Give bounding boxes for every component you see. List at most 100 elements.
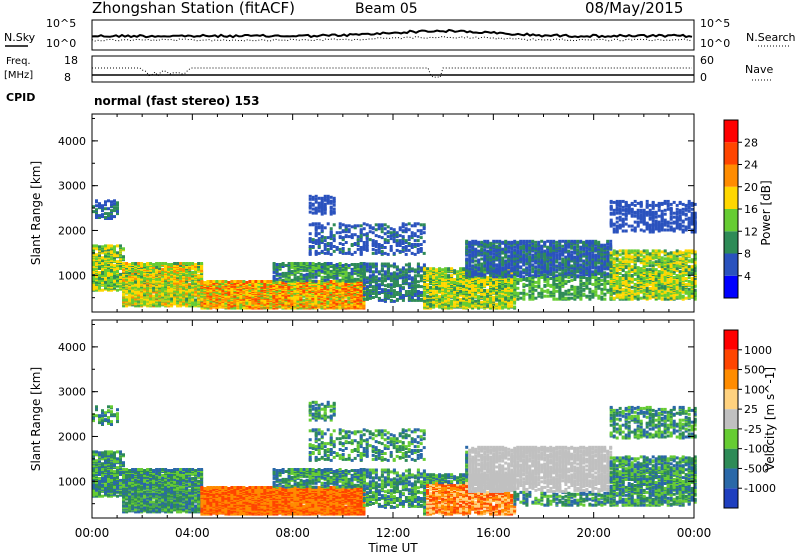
heatmap-cell bbox=[143, 287, 147, 291]
heatmap-cell bbox=[200, 262, 204, 265]
heatmap-cell bbox=[110, 285, 113, 289]
heatmap-cell bbox=[362, 241, 366, 244]
heatmap-cell bbox=[480, 300, 484, 304]
heatmap-cell bbox=[344, 263, 348, 266]
heatmap-cell bbox=[419, 269, 423, 273]
heatmap-cell bbox=[489, 255, 493, 259]
heatmap-cell bbox=[179, 266, 183, 270]
heatmap-cell bbox=[305, 262, 309, 265]
heatmap-cell bbox=[404, 239, 408, 243]
heatmap-cell bbox=[386, 285, 390, 289]
heatmap-cell bbox=[311, 265, 315, 269]
heatmap-cell bbox=[185, 276, 189, 280]
heatmap-cell bbox=[131, 262, 135, 265]
heatmap-cell bbox=[323, 275, 327, 279]
heatmap-cell bbox=[371, 241, 375, 244]
heatmap-cell bbox=[398, 293, 402, 296]
heatmap-cell bbox=[137, 262, 141, 265]
heatmap-cell bbox=[438, 297, 442, 301]
heatmap-cell bbox=[441, 287, 445, 291]
heatmap-cell bbox=[194, 292, 198, 296]
heatmap-cell bbox=[495, 263, 499, 267]
heatmap-cell bbox=[401, 266, 405, 270]
heatmap-cell bbox=[194, 290, 198, 294]
heatmap-cell bbox=[266, 283, 270, 286]
heatmap-cell bbox=[465, 245, 469, 249]
power-heatmap-cells bbox=[92, 194, 697, 310]
heatmap-cell bbox=[107, 273, 110, 277]
heatmap-cell bbox=[359, 274, 363, 278]
heatmap-cell bbox=[362, 297, 366, 301]
heatmap-cell bbox=[401, 286, 405, 290]
heatmap-cell bbox=[386, 225, 390, 229]
heatmap-cell bbox=[356, 304, 360, 308]
heatmap-cell bbox=[212, 280, 216, 283]
heatmap-cell bbox=[392, 283, 396, 287]
heatmap-cell bbox=[227, 284, 231, 287]
heatmap-cell bbox=[326, 300, 330, 304]
heatmap-cell bbox=[110, 262, 113, 266]
heatmap-cell bbox=[320, 226, 324, 230]
heatmap-cell bbox=[422, 263, 426, 267]
heatmap-cell bbox=[293, 273, 297, 277]
heatmap-cell bbox=[161, 288, 165, 292]
heatmap-cell bbox=[362, 247, 366, 250]
heatmap-cell bbox=[374, 278, 378, 282]
heatmap-cell bbox=[432, 305, 436, 309]
heatmap-cell bbox=[368, 283, 372, 287]
heatmap-cell bbox=[504, 287, 508, 291]
heatmap-cell bbox=[404, 241, 408, 244]
heatmap-cell bbox=[380, 282, 384, 286]
heatmap-cell bbox=[338, 242, 342, 245]
heatmap-cell bbox=[374, 283, 378, 287]
freq-label: Freq. bbox=[6, 56, 31, 67]
heatmap-cell bbox=[486, 276, 490, 280]
heatmap-cell bbox=[453, 287, 457, 291]
heatmap-cell bbox=[413, 245, 417, 248]
heatmap-cell bbox=[365, 243, 369, 246]
heatmap-cell bbox=[389, 227, 393, 231]
heatmap-cell bbox=[422, 240, 426, 244]
heatmap-cell bbox=[453, 302, 457, 306]
heatmap-cell bbox=[410, 251, 414, 255]
heatmap-cell bbox=[116, 260, 119, 264]
heatmap-cell bbox=[329, 230, 333, 234]
heatmap-cell bbox=[272, 297, 276, 301]
heatmap-cell bbox=[359, 228, 363, 232]
heatmap-cell bbox=[326, 247, 330, 251]
heatmap-cell bbox=[338, 231, 342, 235]
heatmap-cell bbox=[110, 256, 113, 260]
heatmap-cell bbox=[389, 231, 393, 235]
heatmap-cell bbox=[374, 262, 378, 266]
heatmap-cell bbox=[450, 280, 454, 283]
heatmap-cell bbox=[435, 304, 439, 308]
heatmap-cell bbox=[248, 288, 252, 292]
heatmap-cell bbox=[224, 292, 228, 296]
heatmap-cell bbox=[110, 269, 113, 272]
heatmap-cell bbox=[191, 304, 195, 308]
heatmap-cell bbox=[407, 235, 411, 239]
heatmap-cell bbox=[456, 281, 460, 284]
heatmap-cell bbox=[416, 294, 420, 297]
heatmap-cell bbox=[450, 305, 454, 309]
heatmap-cell bbox=[416, 262, 420, 266]
heatmap-cell bbox=[173, 271, 177, 275]
heatmap-cell bbox=[386, 252, 390, 256]
heatmap-cell bbox=[110, 265, 113, 269]
heatmap-cell bbox=[398, 228, 402, 232]
heatmap-cell bbox=[413, 232, 417, 236]
heatmap-cell bbox=[507, 245, 511, 249]
heatmap-cell bbox=[462, 286, 466, 290]
heatmap-cell bbox=[254, 298, 258, 302]
heatmap-cell bbox=[329, 262, 333, 265]
heatmap-cell bbox=[492, 249, 496, 253]
heatmap-cell bbox=[359, 267, 363, 271]
heatmap-cell bbox=[416, 239, 420, 243]
heatmap-cell bbox=[149, 276, 153, 280]
heatmap-cell bbox=[383, 274, 387, 278]
heatmap-cell bbox=[362, 269, 366, 273]
heatmap-cell bbox=[377, 296, 381, 300]
heatmap-cell bbox=[173, 297, 177, 301]
heatmap-cell bbox=[317, 265, 321, 269]
heatmap-cell bbox=[284, 301, 288, 305]
